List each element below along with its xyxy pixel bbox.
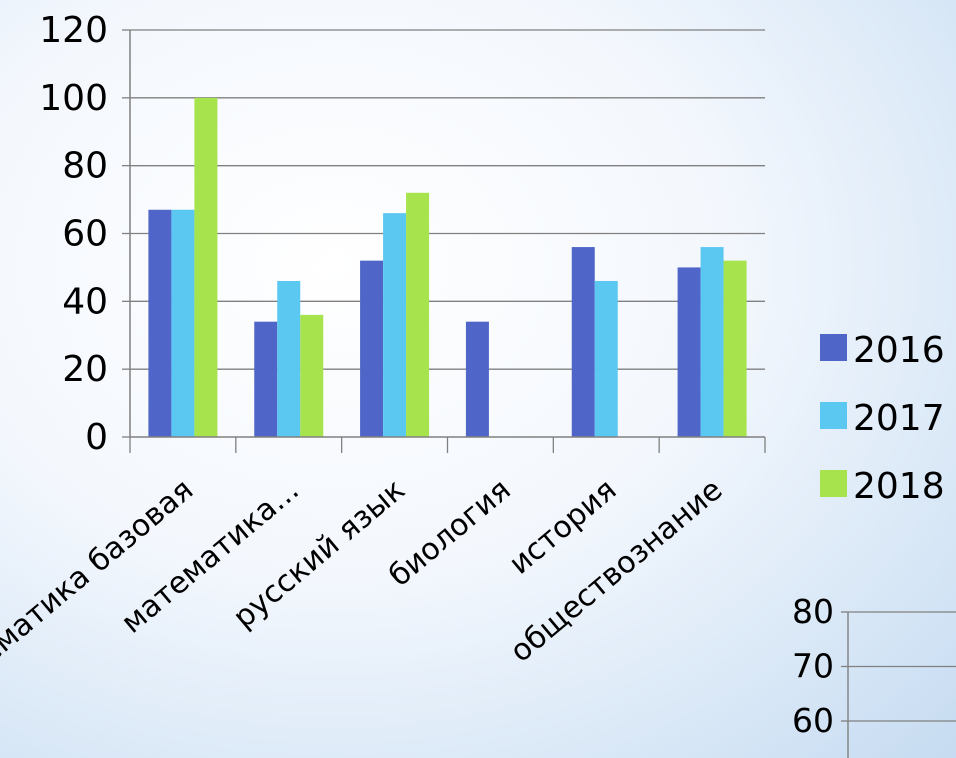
main-axes [122,29,766,453]
y-tick-label: 20 [62,349,108,390]
legend-swatch-2018 [820,470,847,497]
y-tick-label: 60 [62,214,108,255]
bar-2018-1 [300,314,324,437]
bar-2018-0 [194,97,218,437]
secondary-y-tick-label: 60 [792,701,834,740]
legend-label: 2018 [853,466,945,507]
main-bars [148,97,747,437]
legend-label: 2017 [853,398,945,439]
y-tick-label: 120 [39,10,108,51]
bar-2016-0 [148,209,172,437]
bar-2017-4 [594,280,618,437]
y-tick-label: 40 [62,281,108,322]
bar-2018-5 [723,260,747,437]
bar-2016-1 [254,321,278,437]
bar-2016-5 [677,267,701,437]
y-tick-label: 80 [62,146,108,187]
y-tick-label: 0 [85,417,108,458]
bar-2018-2 [406,192,430,437]
main-y-tick-labels: 0 20 40 60 80 100 120 [39,10,108,458]
secondary-y-tick-label: 80 [792,592,834,631]
secondary-y-tick-label: 70 [792,647,834,686]
main-gridlines [130,29,765,370]
legend-swatch-2016 [820,334,847,361]
bar-2017-1 [277,280,301,437]
secondary-chart: 60 70 80 [792,592,956,758]
bar-2017-2 [383,213,407,437]
legend-label: 2016 [853,330,945,371]
x-tick-label: математика... [115,472,306,640]
bar-2016-3 [465,321,489,437]
bar-2017-0 [171,209,195,437]
bar-2016-4 [571,247,595,437]
bar-2016-2 [360,260,384,437]
legend-swatch-2017 [820,402,847,429]
bar-2017-5 [700,247,724,437]
y-tick-label: 100 [39,78,108,119]
legend: 2016 2017 2018 [820,330,945,507]
